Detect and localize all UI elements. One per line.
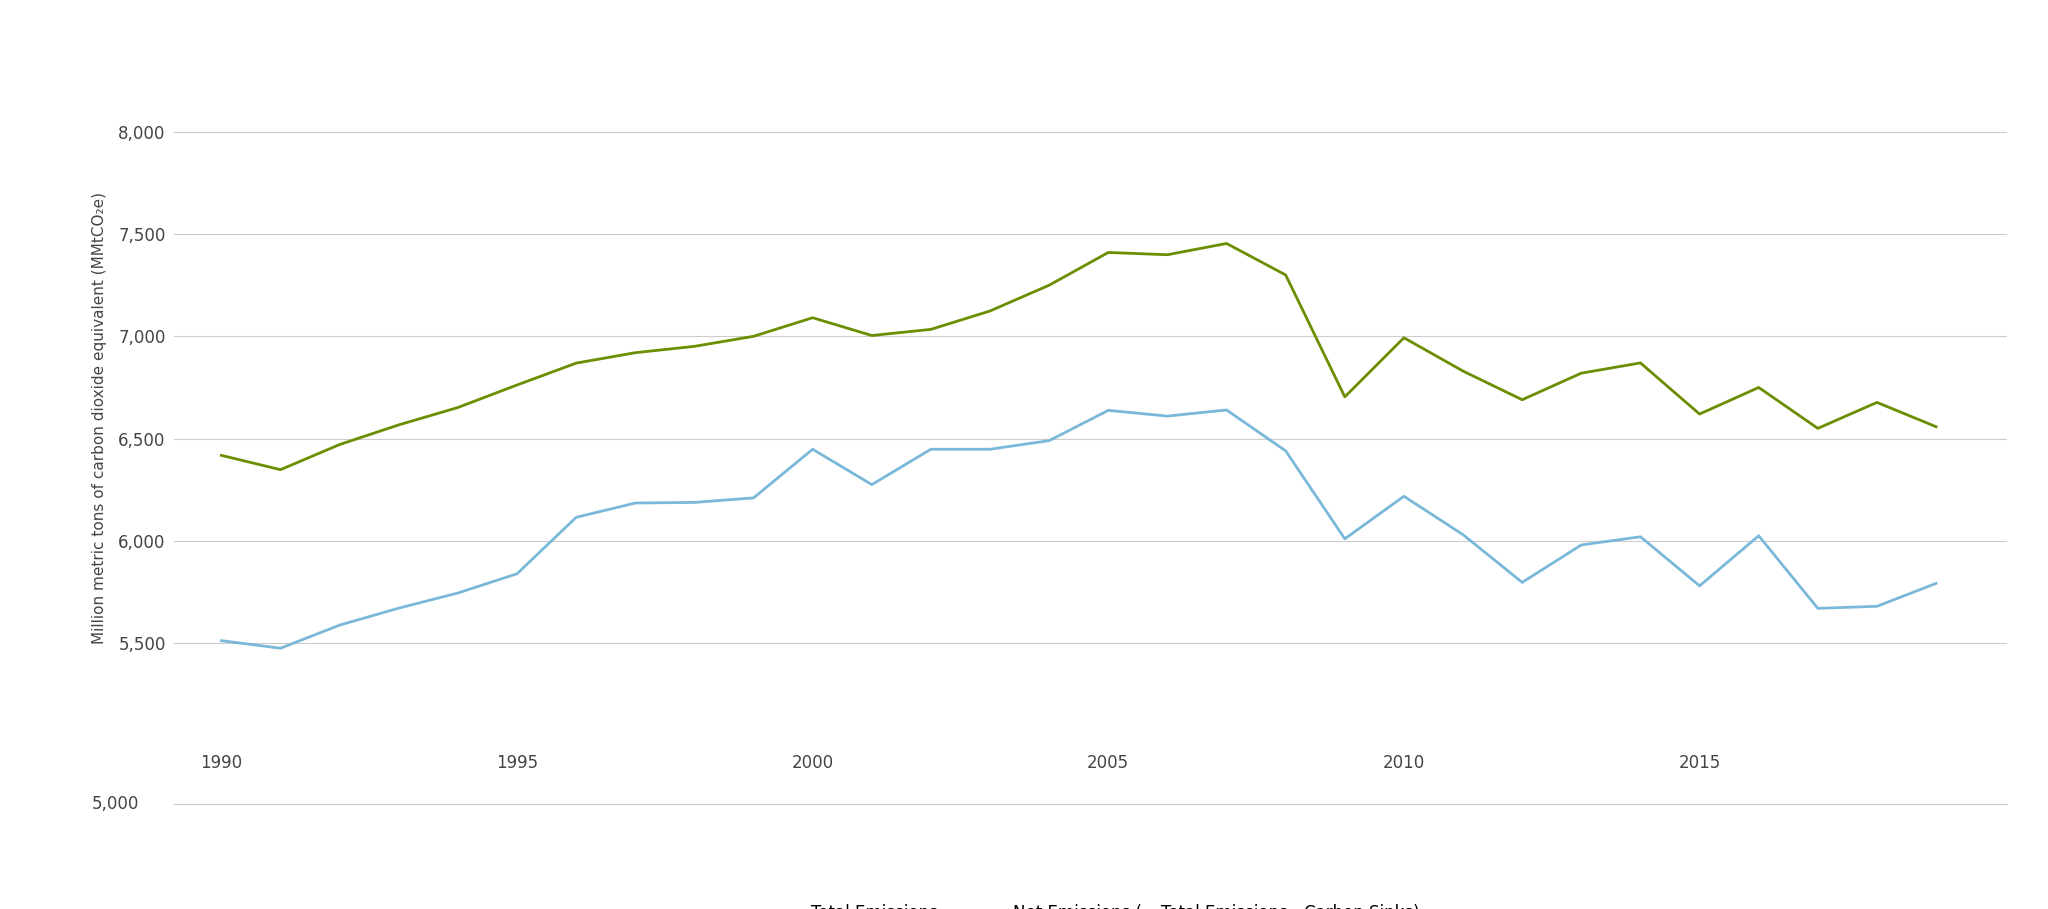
- Total Emissions: [1747, 382, 1772, 393]
- Net Emissions (= Total Emissions - Carbon Sinks): [1688, 581, 1712, 592]
- Total Emissions: [1096, 247, 1120, 258]
- Line: Total Emissions: Total Emissions: [221, 244, 1935, 470]
- Total Emissions: [741, 331, 766, 342]
- Total Emissions: [1509, 395, 1534, 405]
- Total Emissions: [387, 419, 412, 430]
- Total Emissions: [801, 313, 825, 324]
- Net Emissions (= Total Emissions - Carbon Sinks): [977, 444, 1001, 454]
- Net Emissions (= Total Emissions - Carbon Sinks): [1096, 405, 1120, 415]
- Net Emissions (= Total Emissions - Carbon Sinks): [387, 603, 412, 614]
- Net Emissions (= Total Emissions - Carbon Sinks): [504, 568, 528, 579]
- Total Emissions: [328, 439, 352, 450]
- Net Emissions (= Total Emissions - Carbon Sinks): [1864, 601, 1888, 612]
- Legend: Total Emissions, Net Emissions (= Total Emissions - Carbon Sinks): Total Emissions, Net Emissions (= Total …: [756, 898, 1425, 909]
- Total Emissions: [682, 341, 707, 352]
- Net Emissions (= Total Emissions - Carbon Sinks): [1569, 540, 1593, 551]
- Net Emissions (= Total Emissions - Carbon Sinks): [209, 635, 233, 646]
- Net Emissions (= Total Emissions - Carbon Sinks): [1450, 529, 1475, 540]
- Total Emissions: [860, 330, 885, 341]
- Net Emissions (= Total Emissions - Carbon Sinks): [1393, 491, 1417, 502]
- Total Emissions: [920, 324, 944, 335]
- Total Emissions: [1393, 333, 1417, 344]
- Total Emissions: [563, 357, 588, 368]
- Net Emissions (= Total Emissions - Carbon Sinks): [1509, 577, 1534, 588]
- Total Emissions: [623, 347, 647, 358]
- Total Emissions: [977, 305, 1001, 316]
- Line: Net Emissions (= Total Emissions - Carbon Sinks): Net Emissions (= Total Emissions - Carbo…: [221, 410, 1935, 648]
- Total Emissions: [1036, 280, 1061, 291]
- Net Emissions (= Total Emissions - Carbon Sinks): [682, 497, 707, 508]
- Net Emissions (= Total Emissions - Carbon Sinks): [1747, 530, 1772, 541]
- Text: 5,000: 5,000: [92, 795, 139, 814]
- Total Emissions: [1214, 238, 1239, 249]
- Net Emissions (= Total Emissions - Carbon Sinks): [801, 444, 825, 454]
- Net Emissions (= Total Emissions - Carbon Sinks): [446, 587, 471, 598]
- Total Emissions: [446, 402, 471, 413]
- Total Emissions: [504, 380, 528, 391]
- Net Emissions (= Total Emissions - Carbon Sinks): [1628, 531, 1653, 542]
- Total Emissions: [1864, 397, 1888, 408]
- Net Emissions (= Total Emissions - Carbon Sinks): [328, 620, 352, 631]
- Net Emissions (= Total Emissions - Carbon Sinks): [1036, 435, 1061, 446]
- Total Emissions: [1450, 365, 1475, 376]
- Net Emissions (= Total Emissions - Carbon Sinks): [1155, 411, 1180, 422]
- Total Emissions: [268, 464, 293, 475]
- Net Emissions (= Total Emissions - Carbon Sinks): [741, 493, 766, 504]
- Net Emissions (= Total Emissions - Carbon Sinks): [268, 643, 293, 654]
- Total Emissions: [1155, 249, 1180, 260]
- Y-axis label: Million metric tons of carbon dioxide equivalent (MMtCO₂e): Million metric tons of carbon dioxide eq…: [92, 192, 106, 644]
- Net Emissions (= Total Emissions - Carbon Sinks): [1214, 405, 1239, 415]
- Net Emissions (= Total Emissions - Carbon Sinks): [1274, 445, 1298, 456]
- Net Emissions (= Total Emissions - Carbon Sinks): [563, 512, 588, 523]
- Total Emissions: [1806, 423, 1831, 434]
- Total Emissions: [1923, 421, 1948, 432]
- Net Emissions (= Total Emissions - Carbon Sinks): [920, 444, 944, 454]
- Net Emissions (= Total Emissions - Carbon Sinks): [1333, 534, 1358, 544]
- Total Emissions: [1333, 392, 1358, 403]
- Total Emissions: [1688, 409, 1712, 420]
- Total Emissions: [1628, 357, 1653, 368]
- Net Emissions (= Total Emissions - Carbon Sinks): [1923, 578, 1948, 589]
- Net Emissions (= Total Emissions - Carbon Sinks): [623, 497, 647, 508]
- Net Emissions (= Total Emissions - Carbon Sinks): [860, 479, 885, 490]
- Net Emissions (= Total Emissions - Carbon Sinks): [1806, 603, 1831, 614]
- Total Emissions: [209, 450, 233, 461]
- Total Emissions: [1569, 367, 1593, 378]
- Total Emissions: [1274, 270, 1298, 281]
